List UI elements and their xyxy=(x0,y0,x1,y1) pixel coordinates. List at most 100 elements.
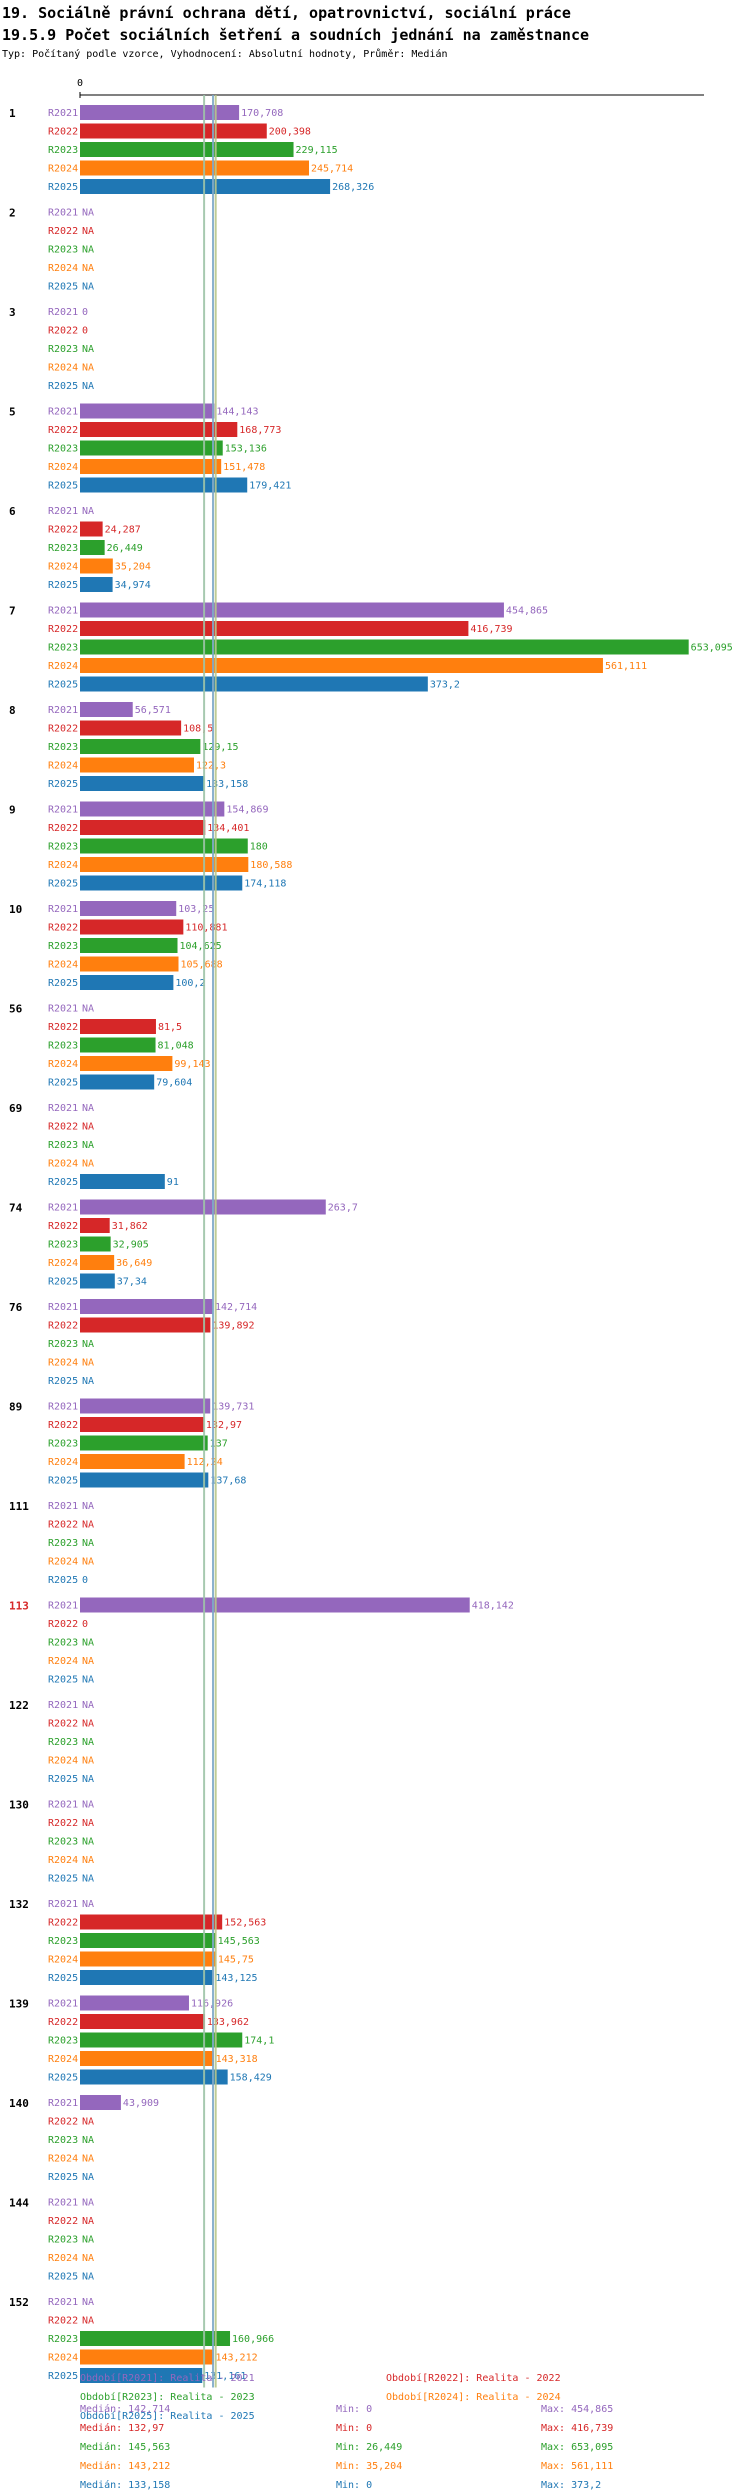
series-label: R2025 xyxy=(48,580,78,591)
legend-stat-min: Min: 0 xyxy=(336,2480,373,2491)
legend-stat-max: Max: 653,095 xyxy=(541,2442,614,2453)
series-label: R2022 xyxy=(48,1918,78,1929)
data-label: 99,143 xyxy=(174,1059,210,1070)
bar xyxy=(80,2331,231,2346)
series-label: R2021 xyxy=(48,506,78,517)
series-label: R2025 xyxy=(48,1476,78,1487)
data-label: NA xyxy=(82,1675,94,1686)
data-label: NA xyxy=(82,1376,94,1387)
bar xyxy=(80,776,205,791)
series-label: R2021 xyxy=(48,1203,78,1214)
group-label: 130 xyxy=(9,1799,29,1812)
series-label: R2023 xyxy=(48,2036,78,2047)
series-label: R2021 xyxy=(48,1800,78,1811)
data-label: NA xyxy=(82,1501,94,1512)
series-label: R2022 xyxy=(48,823,78,834)
data-label: NA xyxy=(82,1774,94,1785)
data-label: 100,2 xyxy=(175,978,205,989)
group-label: 74 xyxy=(9,1202,23,1215)
data-label: NA xyxy=(82,1719,94,1730)
series-label: R2022 xyxy=(48,1221,78,1232)
bar xyxy=(80,702,133,717)
data-label: NA xyxy=(82,344,94,355)
data-label: NA xyxy=(82,1656,94,1667)
legend-stat-min: Min: 0 xyxy=(336,2404,373,2415)
bar xyxy=(80,857,249,872)
bar xyxy=(80,440,223,456)
bar xyxy=(80,540,105,555)
series-label: R2021 xyxy=(48,208,78,219)
series-label: R2022 xyxy=(48,1420,78,1431)
legend-item: Období[R2021]: Realita - 2021 xyxy=(80,2373,255,2384)
data-label: 133,962 xyxy=(207,2017,249,2028)
data-label: 134,401 xyxy=(207,823,249,834)
legend-stat-max: Max: 373,2 xyxy=(541,2480,602,2491)
bar xyxy=(80,1019,156,1034)
series-label: R2021 xyxy=(48,1601,78,1612)
data-label: 0 xyxy=(82,307,88,318)
data-label: 179,421 xyxy=(249,481,291,492)
bar xyxy=(80,2349,214,2365)
chart-subtitle: 19.5.9 Počet sociálních šetření a soudní… xyxy=(2,26,589,44)
data-label: 0 xyxy=(82,1575,88,1586)
data-label: NA xyxy=(82,2154,94,2165)
bar xyxy=(80,1174,165,1189)
series-label: R2023 xyxy=(48,2235,78,2246)
group-label: 2 xyxy=(9,207,16,220)
data-label: 168,773 xyxy=(239,425,281,436)
bar xyxy=(80,757,194,773)
series-label: R2023 xyxy=(48,941,78,952)
legend-stat-median: Medián: 145,563 xyxy=(80,2442,171,2453)
data-label: NA xyxy=(82,2135,94,2146)
series-label: R2022 xyxy=(48,2017,78,2028)
data-label: 132,97 xyxy=(206,1420,242,1431)
bar xyxy=(80,2095,121,2110)
data-label: NA xyxy=(82,1004,94,1015)
data-label: 174,1 xyxy=(244,2036,274,2047)
series-label: R2025 xyxy=(48,978,78,989)
data-label: 56,571 xyxy=(135,705,171,716)
series-label: R2021 xyxy=(48,1302,78,1313)
bar xyxy=(80,142,294,157)
group-label: 5 xyxy=(9,406,16,419)
series-label: R2022 xyxy=(48,1619,78,1630)
series-label: R2023 xyxy=(48,1936,78,1947)
bar xyxy=(80,801,225,817)
data-label: NA xyxy=(82,226,94,237)
chart-title: 19. Sociálně právní ochrana dětí, opatro… xyxy=(2,4,571,22)
data-label: 81,5 xyxy=(158,1022,182,1033)
bar xyxy=(80,1951,216,1967)
series-label: R2021 xyxy=(48,904,78,915)
series-label: R2023 xyxy=(48,643,78,654)
series-label: R2024 xyxy=(48,462,78,473)
bar xyxy=(80,477,248,493)
data-label: 137,68 xyxy=(210,1476,246,1487)
series-label: R2025 xyxy=(48,1078,78,1089)
series-label: R2025 xyxy=(48,1874,78,1885)
group-label: 144 xyxy=(9,2197,29,2210)
bar xyxy=(80,2014,205,2029)
series-label: R2024 xyxy=(48,1159,78,1170)
bar xyxy=(80,838,248,854)
data-label: NA xyxy=(82,1557,94,1568)
data-label: 129,15 xyxy=(202,742,238,753)
bar xyxy=(80,1199,326,1215)
data-label: 0 xyxy=(82,326,88,337)
series-label: R2024 xyxy=(48,2353,78,2364)
series-label: R2023 xyxy=(48,2334,78,2345)
series-label: R2022 xyxy=(48,624,78,635)
series-label: R2023 xyxy=(48,444,78,455)
data-label: 35,204 xyxy=(115,562,151,573)
series-label: R2025 xyxy=(48,2073,78,2084)
data-label: NA xyxy=(82,1538,94,1549)
bar xyxy=(80,577,113,592)
series-label: R2021 xyxy=(48,2198,78,2209)
bar xyxy=(80,2368,203,2383)
bar xyxy=(80,901,177,916)
data-label: 174,118 xyxy=(244,879,286,890)
series-label: R2021 xyxy=(48,1700,78,1711)
bar xyxy=(80,1273,115,1289)
series-label: R2023 xyxy=(48,344,78,355)
bar xyxy=(80,422,238,437)
group-label: 132 xyxy=(9,1898,29,1911)
